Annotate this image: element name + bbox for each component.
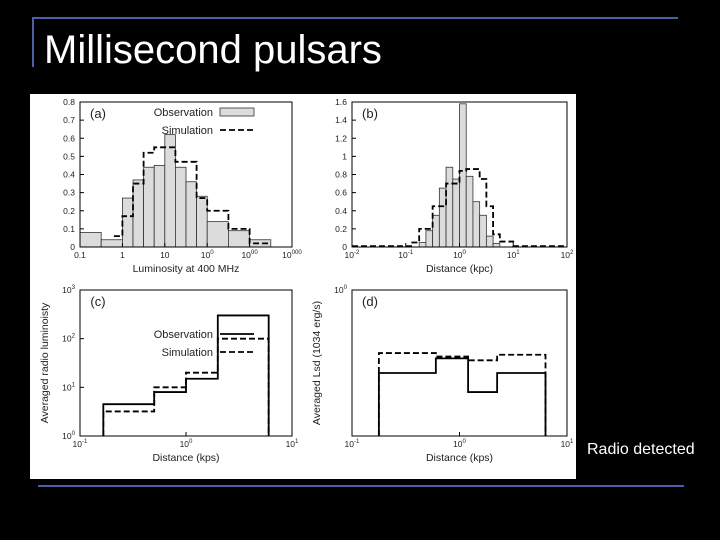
panel-2-x-tick-label: 100 xyxy=(453,249,466,260)
panel-1-y-tick-label: 0.7 xyxy=(63,115,75,125)
panel-1-histogram-bar xyxy=(79,232,102,248)
panel-2-histogram-bar xyxy=(485,235,494,248)
panel-1-legend-swatch-observation xyxy=(219,107,255,117)
panel-1-y-tick-label: 0.2 xyxy=(63,206,75,216)
figure-panel: 0.1 1 10 100 1000 10000 0 0.1 0.2 0.3 0.4 0.5 0.6 0.7… xyxy=(30,94,576,479)
panel-3-observation-line xyxy=(102,314,270,436)
panel-1-x-tick-label: 10 xyxy=(160,250,170,260)
panel-4-x-tick-label: 101 xyxy=(561,438,574,449)
panel-4-observation-line xyxy=(377,357,547,436)
panel-3-y-tick-label: 100 xyxy=(62,430,75,441)
panel-1-histogram-bar xyxy=(185,181,198,248)
panel-3-x-tick-label: 101 xyxy=(286,438,299,449)
slide-title: Millisecond pulsars xyxy=(44,28,382,72)
panel-3-x-tick-label: 10-1 xyxy=(73,438,89,449)
panel-1-x-tick-label: 1 xyxy=(120,250,125,260)
panel-2-x-tick-label: 10-2 xyxy=(345,249,361,260)
panel-2-y-tick-label: 1.6 xyxy=(335,97,347,107)
panel-3-x-axis-label: Distance (kps) xyxy=(152,452,219,464)
panel-2-y-tick-label: 0.2 xyxy=(335,224,347,234)
panel-2-x-tick-label: 102 xyxy=(561,249,574,260)
panel-1-y-tick-label: 0 xyxy=(70,242,75,252)
panel-1-histogram-bar xyxy=(132,179,144,248)
panel-1-x-tick-label: 10000 xyxy=(282,249,302,260)
panel-2-x-tick-label: 10-1 xyxy=(398,249,414,260)
panel-3-legend-label-simulation: Simulation xyxy=(162,347,213,359)
panel-3-legend-label-observation: Observation xyxy=(154,329,213,341)
panel-2-y-tick-label: 0.6 xyxy=(335,188,347,198)
panel-2-histogram-bar xyxy=(432,214,440,248)
panel-2-histogram-bar xyxy=(465,175,474,248)
panel-3-plot-frame xyxy=(79,289,293,437)
panel-1-x-tick-label: 1000 xyxy=(241,249,258,260)
panel-2-y-tick-label: 0.8 xyxy=(335,170,347,180)
panel-1-histogram-bar xyxy=(100,239,123,248)
panel-2-x-axis-label: Distance (kpc) xyxy=(426,263,493,275)
top-rule xyxy=(32,17,678,19)
panel-1-y-tick-label: 0.8 xyxy=(63,97,75,107)
panel-3-x-tick-label: 100 xyxy=(180,438,193,449)
panel-1-histogram-bar xyxy=(206,221,229,248)
panel-2-y-tick-label: 0 xyxy=(342,242,347,252)
figure-svg: 0.1 1 10 100 1000 1000000.10.20.30.40.50.60.7… xyxy=(39,97,574,464)
panel-2-histogram-bar xyxy=(418,242,427,248)
panel-1-y-tick-label: 0.1 xyxy=(63,224,75,234)
panel-2-simulation-line xyxy=(352,168,567,247)
panel-2-histogram-bar xyxy=(452,178,460,248)
panel-1-y-tick-label: 0.4 xyxy=(63,170,75,180)
radio-detected-caption: Radio detected xyxy=(587,441,695,458)
panel-2-histogram-bar xyxy=(459,103,467,248)
panel-2-y-tick-label: 1.4 xyxy=(335,115,347,125)
panel-2-histogram-bar xyxy=(492,242,501,248)
panel-2-panel-label: (b) xyxy=(362,106,378,121)
panel-1-simulation-line xyxy=(113,146,271,245)
panel-1-panel-label: (a) xyxy=(90,106,106,121)
panel-3-y-tick-label: 102 xyxy=(62,333,75,344)
panel-1-histogram-bar xyxy=(164,134,176,248)
panel-4-simulation-line xyxy=(377,352,547,436)
panel-2-y-tick-label: 0.4 xyxy=(335,206,347,216)
bottom-rule xyxy=(38,485,684,487)
panel-1-histogram-bar xyxy=(143,166,155,248)
panel-3-y-tick-label: 101 xyxy=(62,381,75,392)
left-rule xyxy=(32,17,34,67)
panel-3-y-tick-label: 103 xyxy=(62,284,75,295)
panel-1-histogram-bar xyxy=(196,195,208,248)
panel-4-y-axis-label: Averaged Lsd (1034 erg/s) xyxy=(311,301,323,425)
panel-1-histogram-bar xyxy=(122,197,134,248)
panel-2-histogram-bar xyxy=(479,214,487,248)
panel-1-y-tick-label: 0.3 xyxy=(63,188,75,198)
panel-2-y-tick-label: 1 xyxy=(342,151,347,161)
panel-2-histogram-bar xyxy=(472,201,481,248)
panel-1-histogram-bar xyxy=(153,165,166,248)
panel-1-y-tick-label: 0.6 xyxy=(63,133,75,143)
panel-1-x-axis-label: Luminosity at 400 MHz xyxy=(133,263,240,275)
panel-1-histogram-bar xyxy=(174,166,187,248)
panel-4-x-tick-label: 10-1 xyxy=(345,438,361,449)
panel-1-x-tick-label: 0.1 xyxy=(74,250,86,260)
panel-2-histogram-bar xyxy=(438,187,447,248)
panel-4-y-tick-label: 100 xyxy=(334,284,347,295)
panel-1-histogram-bar xyxy=(227,230,250,248)
panel-4-plot-frame xyxy=(351,289,568,437)
panel-4-x-axis-label: Distance (kps) xyxy=(426,452,493,464)
panel-3-y-axis-label: Averaged radio luminoisty xyxy=(39,302,51,423)
panel-1-x-tick-label: 100 xyxy=(201,249,214,260)
panel-2-y-tick-label: 1.2 xyxy=(335,133,347,143)
panel-2-x-tick-label: 101 xyxy=(507,249,520,260)
panel-2-histogram-bar xyxy=(425,230,434,248)
panel-1-y-tick-label: 0.5 xyxy=(63,151,75,161)
panel-3-panel-label: (c) xyxy=(90,294,105,309)
panel-1-legend-label-simulation: Simulation xyxy=(162,125,213,137)
panel-1-legend-label-observation: Observation xyxy=(154,107,213,119)
panel-4-panel-label: (d) xyxy=(362,294,378,309)
panel-3-simulation-line xyxy=(102,337,270,436)
panel-4-x-tick-label: 100 xyxy=(453,438,466,449)
panel-2-histogram-bar xyxy=(445,166,454,248)
